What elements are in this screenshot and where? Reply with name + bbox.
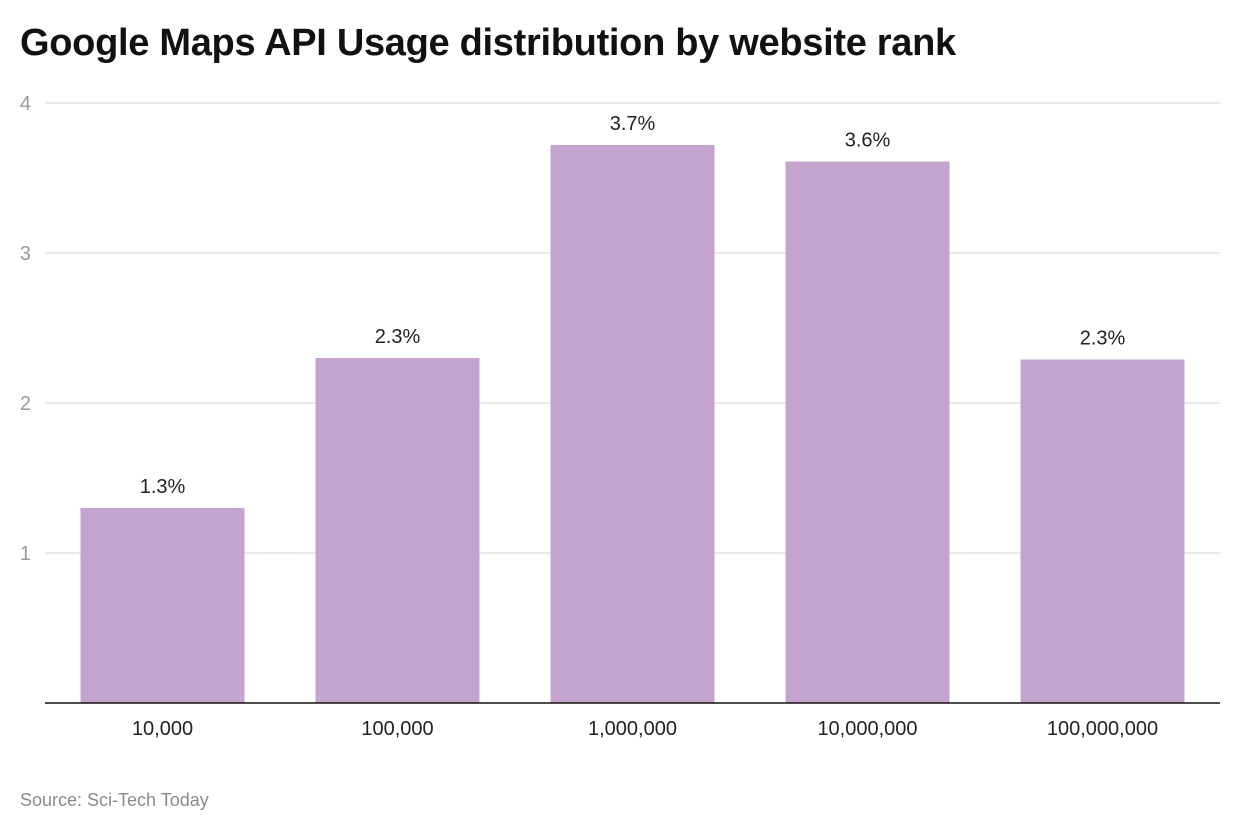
- bar: [550, 145, 715, 703]
- x-tick-label: 100,000: [361, 718, 433, 740]
- bar: [785, 161, 950, 703]
- data-label: 3.6%: [845, 130, 891, 152]
- chart-title: Google Maps API Usage distribution by we…: [20, 22, 956, 64]
- x-tick-label: 100,000,000: [1047, 718, 1158, 740]
- y-tick-label: 3: [20, 243, 31, 265]
- bar: [1020, 359, 1185, 703]
- data-label: 2.3%: [1080, 328, 1126, 350]
- y-tick-label: 2: [20, 393, 31, 415]
- x-tick-label: 1,000,000: [588, 718, 677, 740]
- data-label: 1.3%: [140, 476, 186, 498]
- bar: [315, 358, 480, 703]
- source-note: Source: Sci-Tech Today: [20, 790, 209, 810]
- y-tick-label: 1: [20, 543, 31, 565]
- x-tick-label: 10,000: [132, 718, 193, 740]
- data-label: 2.3%: [375, 326, 421, 348]
- data-label: 3.7%: [610, 113, 656, 135]
- x-tick-label: 10,000,000: [817, 718, 917, 740]
- bar: [80, 508, 245, 703]
- y-tick-label: 4: [20, 93, 31, 115]
